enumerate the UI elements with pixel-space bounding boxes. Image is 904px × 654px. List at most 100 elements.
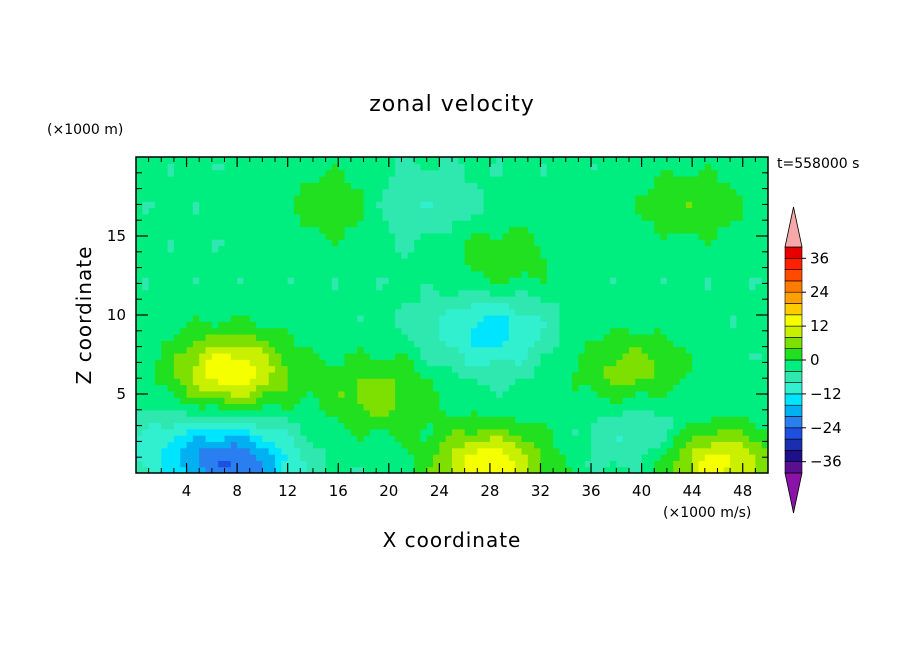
field-cell [584,302,592,310]
field-cell [275,226,282,234]
field-cell [679,226,687,234]
field-cell [262,182,270,190]
field-cell [660,352,668,360]
field-cell [692,163,700,171]
field-cell [249,416,257,424]
field-cell [464,245,472,253]
field-cell [256,435,263,442]
field-cell [515,245,523,253]
field-cell [382,321,390,329]
field-cell [414,352,421,360]
field-cell [591,175,598,183]
field-cell [723,441,731,449]
field-cell [502,327,510,335]
field-cell [597,251,605,259]
field-cell [142,182,150,190]
field-cell [458,207,466,215]
field-cell [635,422,643,430]
field-cell [508,409,516,417]
field-cell [477,289,485,297]
field-cell [622,163,630,171]
field-cell [622,454,630,461]
field-cell [338,447,346,455]
field-cell [464,163,472,171]
field-cell [730,371,737,379]
field-cell [628,390,636,398]
field-cell [578,277,586,284]
field-cell [610,226,617,234]
field-cell [679,321,687,329]
field-cell [243,251,251,259]
field-cell [730,365,737,373]
field-cell [294,352,301,360]
field-cell [357,340,365,348]
field-cell [369,321,377,329]
field-cell [597,283,605,291]
field-cell [755,378,763,386]
field-cell [369,390,377,398]
field-cell [685,441,693,449]
field-cell [211,340,219,348]
field-cell [736,194,744,202]
field-cell [224,182,232,190]
field-cell [445,315,453,322]
field-cell [186,251,194,259]
field-cell [426,296,434,303]
field-cell [268,270,276,278]
field-cell [205,422,213,430]
field-cell [224,245,232,253]
field-cell [666,454,674,461]
field-cell [610,327,617,335]
field-cell [243,340,251,348]
field-cell [294,454,301,461]
field-cell [300,194,308,202]
field-cell [331,296,339,303]
field-cell [717,454,725,461]
field-cell [749,428,756,436]
field-cell [610,441,617,449]
field-cell [142,454,150,461]
field-cell [439,251,447,259]
field-cell [679,397,687,405]
field-cell [502,333,510,341]
field-cell [515,201,523,209]
field-cell [534,220,542,228]
field-cell [635,289,643,297]
field-cell [527,397,535,405]
field-cell [281,403,289,411]
field-cell [224,352,232,360]
field-cell [597,239,605,247]
field-cell [414,251,421,259]
field-cell [224,435,232,442]
field-cell [237,283,245,291]
field-cell [591,169,598,177]
field-cell [395,435,403,442]
field-cell [407,213,415,221]
field-cell [275,384,282,392]
field-cell [306,359,314,367]
field-cell [401,213,409,221]
field-cell [673,220,681,228]
field-cell [540,163,548,171]
field-cell [477,283,485,291]
field-cell [540,333,548,341]
field-cell [635,333,643,341]
field-cell [199,384,207,392]
field-cell [534,188,542,196]
field-cell [755,270,763,278]
field-cell [388,245,396,253]
field-cell [534,447,542,455]
field-cell [199,264,207,272]
field-cell [433,359,440,367]
field-cell [553,251,561,259]
field-cell [508,175,516,183]
field-cell [704,346,712,354]
field-cell [470,232,478,240]
field-cell [319,220,327,228]
field-cell [439,340,447,348]
field-cell [136,182,143,190]
field-cell [628,371,636,379]
field-cell [167,270,175,278]
field-cell [281,296,289,303]
field-cell [470,251,478,259]
